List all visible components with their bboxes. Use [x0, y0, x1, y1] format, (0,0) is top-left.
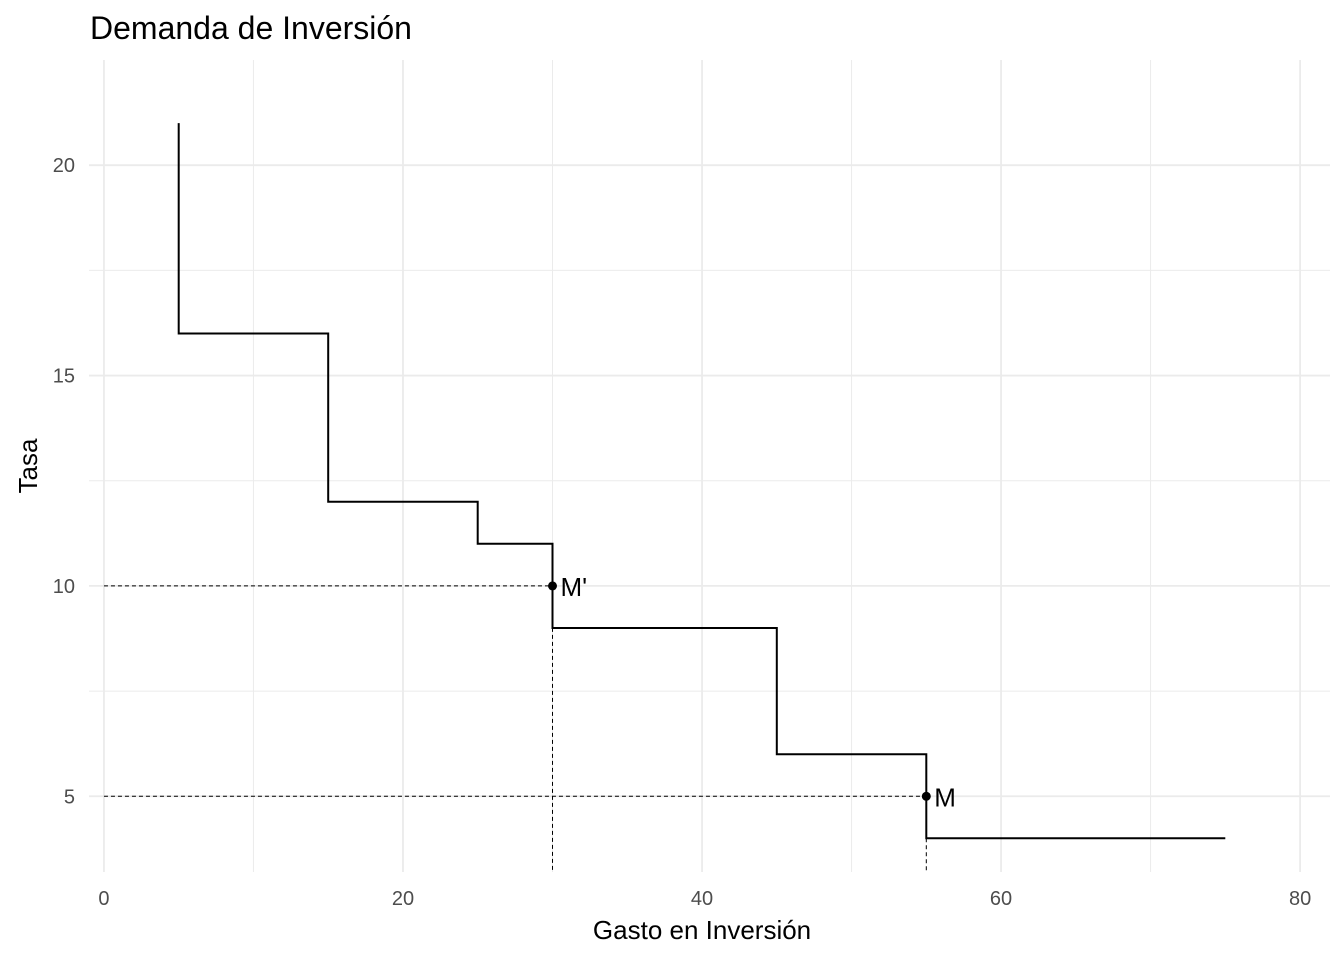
annotated-points: M' M — [548, 572, 956, 812]
minor-gridlines — [89, 60, 1330, 872]
point-marker — [921, 791, 931, 801]
guide-lines — [103, 585, 927, 872]
x-tick-label: 80 — [1289, 888, 1311, 910]
x-axis-title: Gasto en Inversión — [593, 915, 811, 945]
point-label: M' — [561, 572, 588, 602]
y-tick-label: 10 — [53, 576, 75, 598]
x-axis-ticks: 0 20 40 60 80 — [98, 888, 1311, 910]
y-tick-label: 5 — [64, 786, 75, 808]
x-tick-label: 60 — [990, 888, 1012, 910]
step-series — [177, 123, 1226, 840]
chart-title: Demanda de Inversión — [90, 10, 412, 46]
x-tick-label: 40 — [691, 888, 713, 910]
y-axis-title: Tasa — [13, 438, 43, 493]
y-axis-ticks: 5 10 15 20 — [53, 155, 75, 808]
y-tick-label: 15 — [53, 366, 75, 388]
point-marker — [548, 581, 558, 591]
major-gridlines — [89, 60, 1330, 872]
y-tick-label: 20 — [53, 155, 75, 177]
point-label: M — [934, 782, 956, 812]
investment-demand-step-line — [177, 123, 1226, 840]
x-tick-label: 0 — [98, 888, 109, 910]
x-tick-label: 20 — [392, 888, 414, 910]
